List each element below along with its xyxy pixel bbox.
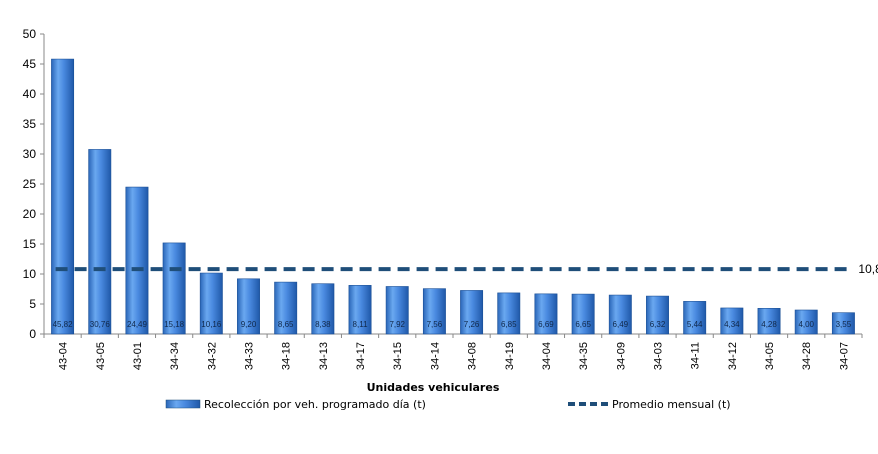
x-tick-label: 34-08 <box>467 342 479 370</box>
bar-data-label: 5,44 <box>687 320 703 329</box>
legend-bar-label: Recolección por veh. programado día (t) <box>204 398 426 411</box>
bar-data-label: 7,92 <box>389 320 405 329</box>
bar <box>460 290 484 335</box>
bar <box>534 293 558 335</box>
x-tick-label: 34-35 <box>578 342 590 370</box>
bar <box>237 278 260 335</box>
y-tick-label: 30 <box>23 147 37 161</box>
x-tick-label: 34-03 <box>653 342 665 370</box>
average-value-label: 10,81 <box>858 262 878 276</box>
x-tick-label: 34-28 <box>801 342 813 370</box>
bar <box>125 186 149 335</box>
y-tick-label: 0 <box>29 327 36 341</box>
average-line-series: 10,81 <box>55 262 878 276</box>
y-tick-label: 40 <box>23 87 37 101</box>
x-tick-label: 43-01 <box>132 342 144 370</box>
bar-data-label: 10,16 <box>201 320 222 329</box>
x-tick-label: 34-33 <box>244 342 256 370</box>
bar <box>162 242 186 335</box>
x-tick-label: 34-34 <box>169 342 181 370</box>
x-tick-label: 34-17 <box>355 342 367 370</box>
x-tick-label: 34-05 <box>764 342 776 370</box>
legend: Recolección por veh. programado día (t) … <box>165 398 731 411</box>
legend-line-label: Promedio mensual (t) <box>612 398 731 411</box>
bar-data-label: 6,85 <box>501 320 517 329</box>
x-tick-label: 34-18 <box>281 342 293 370</box>
x-tick-label: 34-14 <box>429 342 441 370</box>
y-axis: 0 5 10 15 20 25 30 35 40 45 50 <box>23 27 45 341</box>
bar-data-label: 15,18 <box>164 320 185 329</box>
x-tick-label: 43-04 <box>58 342 70 370</box>
bar-data-label: 9,20 <box>241 320 257 329</box>
x-axis-title: Unidades vehiculares <box>367 381 500 394</box>
x-tick-label: 34-19 <box>504 342 516 370</box>
bar-data-label: 45,82 <box>53 320 74 329</box>
bar-data-label: 30,76 <box>90 320 111 329</box>
x-tick-label: 43-05 <box>95 342 107 370</box>
bar <box>199 272 223 335</box>
y-tick-label: 20 <box>23 207 37 221</box>
x-axis: 43-04 43-05 43-01 34-34 34-32 34-33 34-18 34-13… <box>43 333 863 370</box>
x-tick-label: 34-32 <box>206 342 218 370</box>
bar <box>274 281 298 335</box>
bar <box>571 293 595 335</box>
x-tick-label: 34-07 <box>838 342 850 370</box>
bar-data-label: 6,69 <box>538 320 554 329</box>
y-tick-label: 50 <box>23 27 37 41</box>
x-tick-label: 34-13 <box>318 342 330 370</box>
bar <box>422 288 446 335</box>
bar-data-label: 8,11 <box>353 320 369 329</box>
bar <box>88 149 112 335</box>
x-tick-label: 34-04 <box>541 342 553 370</box>
x-tick-label: 34-15 <box>392 342 404 370</box>
y-tick-label: 45 <box>23 57 37 71</box>
y-tick-label: 5 <box>29 297 36 311</box>
bar <box>757 308 781 335</box>
bar-data-label: 6,32 <box>650 320 666 329</box>
bar-data-label: 6,65 <box>575 320 591 329</box>
bar-series: 45,82 30,76 24,49 15,18 10,16 9,20 8,65 8,38 8,1… <box>51 58 855 335</box>
y-tick-label: 25 <box>23 177 37 191</box>
x-tick-label: 34-09 <box>615 342 627 370</box>
bar <box>683 301 707 335</box>
bar-data-label: 6,49 <box>613 320 629 329</box>
bar-data-label: 7,26 <box>464 320 480 329</box>
x-tick-label: 34-11 <box>690 342 702 369</box>
legend-bar-swatch <box>165 399 201 409</box>
bar-data-label: 24,49 <box>127 320 148 329</box>
bar <box>794 309 818 335</box>
bar-data-label: 7,56 <box>427 320 443 329</box>
bar-data-label: 3,55 <box>836 320 852 329</box>
bar-data-label: 4,34 <box>724 320 740 329</box>
x-tick-label: 34-12 <box>727 342 739 370</box>
bar <box>608 294 632 335</box>
bar-data-label: 8,38 <box>315 320 331 329</box>
bar <box>348 285 372 335</box>
bar <box>831 312 855 335</box>
bar-data-label: 4,00 <box>798 320 814 329</box>
bar <box>646 295 669 335</box>
bar <box>720 307 744 335</box>
bar <box>311 283 335 335</box>
bar <box>497 292 521 335</box>
bar <box>385 286 409 335</box>
bar-data-label: 4,28 <box>761 320 777 329</box>
y-tick-label: 10 <box>23 267 37 281</box>
y-tick-label: 15 <box>23 237 37 251</box>
bar-data-label: 8,65 <box>278 320 294 329</box>
bar <box>51 58 75 335</box>
y-tick-label: 35 <box>23 117 37 131</box>
